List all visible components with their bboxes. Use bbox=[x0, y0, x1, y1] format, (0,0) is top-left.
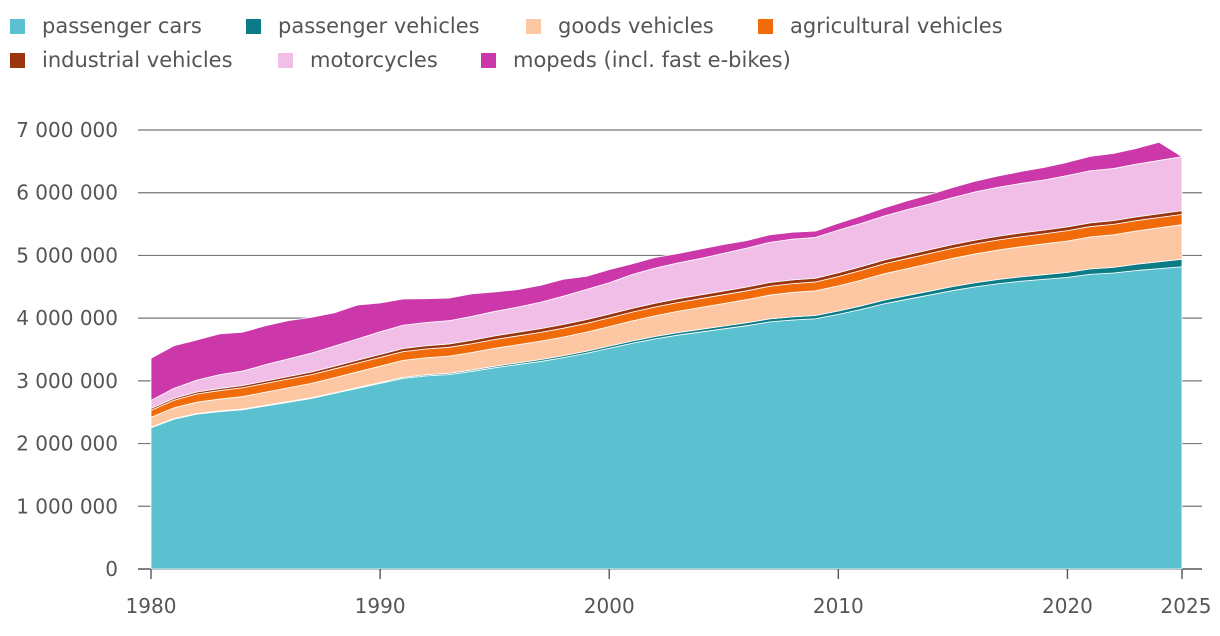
area-mopeds bbox=[150, 141, 1183, 401]
y-tick-label: 3 000 000 bbox=[16, 369, 118, 393]
y-tick-label: 7 000 000 bbox=[16, 118, 118, 142]
x-tick-label: 2000 bbox=[584, 594, 635, 618]
legend-label: mopeds (incl. fast e-bikes) bbox=[513, 48, 791, 72]
legend-item-passenger-cars: passenger cars bbox=[10, 14, 202, 38]
legend-item-industrial-vehicles: industrial vehicles bbox=[10, 48, 233, 72]
legend-item-goods-vehicles: goods vehicles bbox=[526, 14, 714, 38]
y-tick-label: 5 000 000 bbox=[16, 243, 118, 267]
legend-swatch bbox=[278, 52, 293, 68]
legend-label: passenger vehicles bbox=[278, 14, 480, 38]
x-tick-label: 1980 bbox=[126, 594, 177, 618]
y-tick-label: 2 000 000 bbox=[16, 432, 118, 456]
legend-swatch bbox=[10, 52, 25, 68]
legend-swatch bbox=[526, 18, 541, 34]
legend-label: goods vehicles bbox=[558, 14, 714, 38]
legend-item-mopeds: mopeds (incl. fast e-bikes) bbox=[481, 48, 791, 72]
legend-label: passenger cars bbox=[42, 14, 202, 38]
legend-item-passenger-vehicles: passenger vehicles bbox=[246, 14, 480, 38]
legend-swatch bbox=[481, 52, 496, 68]
x-tick-label: 2025 bbox=[1161, 594, 1212, 618]
legend-item-agricultural-vehicles: agricultural vehicles bbox=[758, 14, 1003, 38]
x-tick-label: 1990 bbox=[355, 594, 406, 618]
legend-swatch bbox=[246, 18, 261, 34]
legend-label: motorcycles bbox=[310, 48, 438, 72]
legend-item-motorcycles: motorcycles bbox=[278, 48, 438, 72]
y-tick-label: 0 bbox=[105, 557, 118, 581]
y-tick-label: 1 000 000 bbox=[16, 494, 118, 518]
x-tick-label: 2020 bbox=[1042, 594, 1093, 618]
legend-swatch bbox=[758, 18, 773, 34]
legend-label: agricultural vehicles bbox=[790, 14, 1003, 38]
x-tick-label: 2010 bbox=[813, 594, 864, 618]
legend-label: industrial vehicles bbox=[42, 48, 233, 72]
y-tick-label: 6 000 000 bbox=[16, 181, 118, 205]
y-tick-label: 4 000 000 bbox=[16, 306, 118, 330]
legend-swatch bbox=[10, 18, 25, 34]
